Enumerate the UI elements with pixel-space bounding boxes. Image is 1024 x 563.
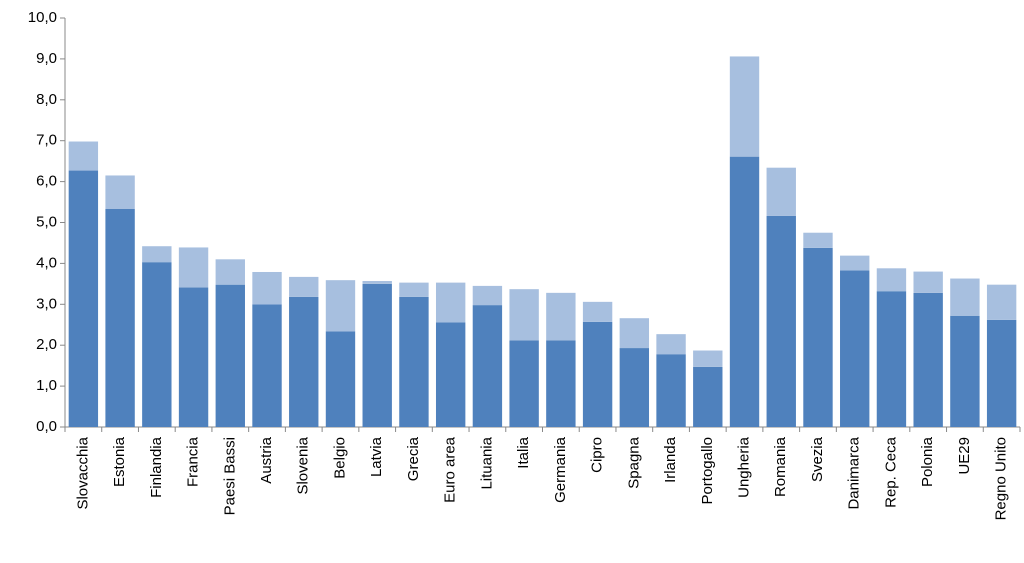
x-tick-label: Italia [515,436,532,468]
bar-segment [766,167,796,216]
bar-segment [840,255,870,271]
bar-segment [178,287,209,427]
x-tick-label: Polonia [919,436,936,487]
x-tick-label: Romania [772,436,789,497]
y-tick-label: 0,0 [36,418,57,435]
bar-segment [435,322,466,427]
bar-segment [289,296,319,427]
x-tick-label: Regno Unito [993,437,1010,520]
y-tick-label: 6,0 [36,173,57,190]
bar-segment [693,366,723,427]
bar-segment [619,348,650,427]
y-tick-label: 1,0 [36,377,57,394]
x-tick-label: Paesi Bassi [221,437,238,515]
x-tick-label: Grecia [405,436,422,481]
bar-segment [913,271,943,293]
bar-segment [215,284,245,427]
y-tick-label: 8,0 [36,91,57,108]
bar-segment [656,334,686,355]
x-tick-label: Irlanda [662,436,679,483]
bar-segment [803,247,833,427]
bar-segment [142,262,172,427]
bar-segment [546,340,576,427]
x-tick-label: Rep. Ceca [882,436,899,508]
x-tick-label: Slovenia [295,436,312,494]
bar-segment [362,283,392,427]
bar-segment [509,340,539,427]
bar-segment [656,354,686,427]
x-tick-label: Cipro [589,437,606,473]
bar-segment [766,215,796,427]
bar-segment [619,318,650,349]
x-tick-label: Portogallo [699,437,716,505]
x-tick-label: Francia [185,436,202,487]
bar-segment [325,331,356,427]
y-tick-label: 5,0 [36,213,57,230]
x-tick-label: Lituania [478,436,495,489]
bar-segment [105,175,135,210]
bar-segment [215,259,245,285]
bar-segment [986,319,1017,427]
bar-segment [950,278,980,316]
bar-segment [178,247,209,288]
bar-segment [840,270,870,427]
bar-segment [986,284,1017,320]
bar-segment [876,268,907,292]
bar-segment [472,285,503,306]
bar-segment [582,321,613,427]
bar-segment [435,282,466,323]
bar-segment [803,232,833,248]
x-tick-label: Austria [258,436,275,483]
bar-segment [362,280,392,284]
x-tick-label: UE29 [956,437,973,475]
x-tick-label: Ungheria [735,436,752,498]
bar-segment [950,315,980,427]
bar-segment [509,289,539,341]
x-tick-label: Svezia [809,436,826,482]
x-tick-label: Spagna [625,436,642,488]
x-tick-label: Germania [552,436,569,503]
bar-segment [693,350,723,367]
x-tick-label: Danimarca [846,436,863,509]
bar-segment [729,156,760,427]
bar-segment [289,276,319,297]
bar-segment [729,56,760,157]
y-tick-label: 3,0 [36,295,57,312]
x-tick-label: Latvia [368,436,385,477]
y-tick-label: 2,0 [36,336,57,353]
bar-segment [582,301,613,322]
y-tick-label: 10,0 [28,9,57,26]
bar-segment [399,282,429,297]
y-tick-label: 4,0 [36,254,57,271]
bar-segment [472,305,503,427]
y-tick-label: 9,0 [36,50,57,67]
bar-segment [325,280,356,332]
x-tick-label: Finlandia [148,436,165,498]
bar-segment [913,292,943,427]
bar-segment [876,291,907,427]
x-tick-label: Slovacchia [74,436,91,509]
bar-segment [68,170,99,427]
x-tick-label: Euro area [442,436,459,503]
bar-segment [105,209,135,427]
y-tick-label: 7,0 [36,132,57,149]
x-tick-label: Estonia [111,436,128,487]
bar-segment [68,141,99,171]
bar-segment [399,296,429,427]
bar-segment [252,271,282,305]
bar-segment [546,292,576,341]
x-tick-label: Belgio [331,437,348,479]
bar-segment [252,304,282,427]
bar-segment [142,246,172,263]
